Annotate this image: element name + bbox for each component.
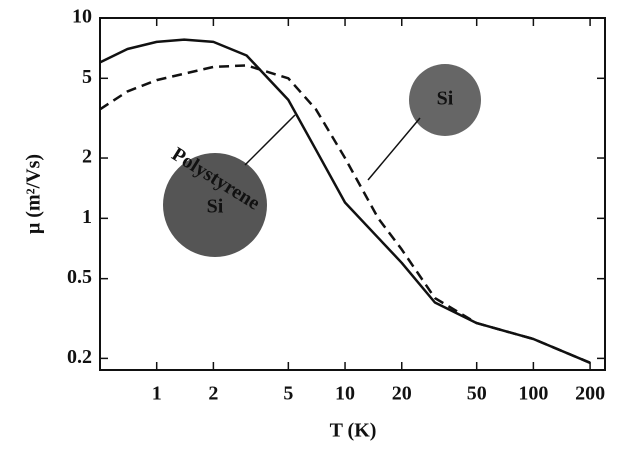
- x-tick-label: 5: [283, 383, 293, 405]
- y-tick-label: 2: [82, 146, 92, 168]
- data-line: [99, 38, 591, 364]
- arrow: [244, 114, 296, 166]
- y-axis-label: μ (m²/Vs): [23, 154, 45, 234]
- x-tick-label: 50: [467, 383, 487, 405]
- arrow: [367, 117, 421, 181]
- x-axis-label: T (K): [330, 420, 377, 442]
- x-tick-label: 20: [392, 383, 412, 405]
- si-sphere-coated: [163, 153, 267, 257]
- x-tick-label: 200: [575, 383, 605, 405]
- y-tick-label: 1: [82, 206, 92, 228]
- x-tick-label: 2: [208, 383, 218, 405]
- y-tick-label: 5: [82, 66, 92, 88]
- y-tick-label: 0.5: [67, 266, 92, 288]
- x-tick-label: 1: [152, 383, 162, 405]
- x-tick-label: 10: [335, 383, 355, 405]
- annotation: Si: [207, 196, 224, 218]
- annotation: Si: [437, 88, 454, 110]
- y-tick-label: 10: [72, 6, 92, 28]
- si-sphere: [409, 64, 481, 136]
- x-tick-label: 100: [518, 383, 548, 405]
- y-tick-label: 0.2: [67, 346, 92, 368]
- data-line: [99, 64, 591, 364]
- plot-frame: [99, 17, 606, 371]
